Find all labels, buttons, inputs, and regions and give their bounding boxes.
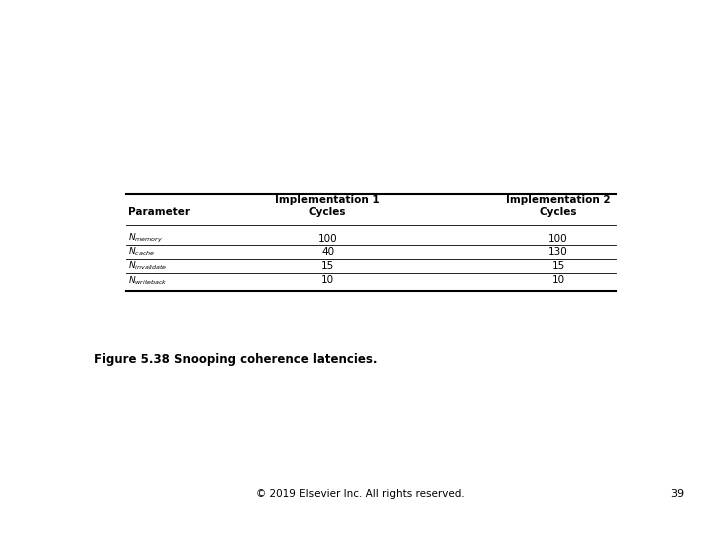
Text: 100: 100 bbox=[318, 234, 338, 244]
Text: 130: 130 bbox=[548, 247, 568, 257]
Text: Figure 5.38 Snooping coherence latencies.: Figure 5.38 Snooping coherence latencies… bbox=[94, 353, 377, 366]
Text: Cycles: Cycles bbox=[539, 207, 577, 217]
Text: 100: 100 bbox=[548, 234, 568, 244]
Text: 15: 15 bbox=[552, 261, 564, 271]
Text: Cycles: Cycles bbox=[309, 207, 346, 217]
Text: 40: 40 bbox=[321, 247, 334, 257]
Text: $N_{\mathit{memory}}$: $N_{\mathit{memory}}$ bbox=[128, 232, 163, 245]
Text: 10: 10 bbox=[552, 275, 564, 285]
Text: $N_{\mathit{invalidate}}$: $N_{\mathit{invalidate}}$ bbox=[128, 259, 168, 272]
Text: $N_{\mathit{writeback}}$: $N_{\mathit{writeback}}$ bbox=[128, 274, 168, 287]
Text: Parameter: Parameter bbox=[128, 207, 190, 217]
Text: © 2019 Elsevier Inc. All rights reserved.: © 2019 Elsevier Inc. All rights reserved… bbox=[256, 489, 464, 499]
Text: Implementation 2: Implementation 2 bbox=[505, 195, 611, 205]
Text: Implementation 1: Implementation 1 bbox=[275, 195, 380, 205]
Text: 15: 15 bbox=[321, 261, 334, 271]
Text: 39: 39 bbox=[670, 489, 684, 499]
Text: $N_{\mathit{cache}}$: $N_{\mathit{cache}}$ bbox=[128, 246, 156, 259]
Text: 10: 10 bbox=[321, 275, 334, 285]
